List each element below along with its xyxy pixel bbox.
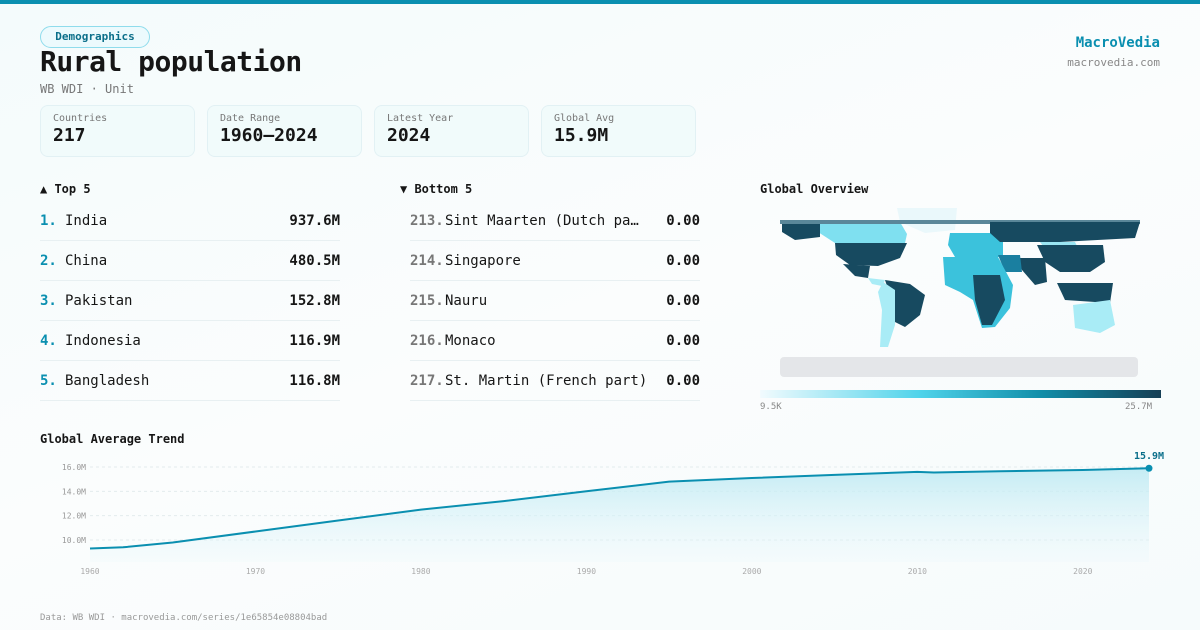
last-point-marker[interactable]: [1145, 464, 1153, 472]
rank: 4.: [40, 332, 57, 349]
x-tick-label: 1960: [80, 567, 99, 576]
stat-value: 1960–2024: [220, 125, 318, 146]
map-title: Global Overview: [760, 182, 869, 196]
stat-label: Countries: [53, 113, 108, 124]
map-alaska[interactable]: [782, 222, 820, 240]
map-australia[interactable]: [1073, 300, 1115, 333]
bottom5-row[interactable]: 213. Sint Maarten (Dutch pa… 0.00: [410, 201, 700, 241]
country-name: Nauru: [445, 292, 488, 309]
rank: 214.: [410, 252, 444, 269]
top5-heading: ▲ Top 5: [40, 182, 91, 196]
map-europe[interactable]: [948, 233, 1003, 257]
y-tick-label: 12.0M: [62, 512, 86, 521]
rank: 3.: [40, 292, 57, 309]
stat-label: Date Range: [220, 113, 281, 124]
x-tick-label: 1990: [577, 567, 596, 576]
scale-max-label: 25.7M: [1125, 402, 1153, 412]
map-china[interactable]: [1037, 245, 1105, 272]
country-value: 0.00: [666, 332, 700, 349]
stat-value: 15.9M: [554, 125, 609, 146]
stat-card-latest-year: Latest Year 2024: [374, 105, 529, 157]
rank: 5.: [40, 372, 57, 389]
rank: 216.: [410, 332, 444, 349]
map-mexico[interactable]: [843, 264, 870, 278]
country-value: 0.00: [666, 372, 700, 389]
bottom5-row[interactable]: 215. Nauru 0.00: [410, 281, 700, 321]
page-title: Rural population: [40, 45, 302, 78]
x-tick-label: 2010: [908, 567, 927, 576]
country-name: India: [65, 212, 108, 229]
scale-min-label: 9.5K: [760, 402, 782, 412]
page-subtitle: WB WDI · Unit: [40, 82, 134, 96]
country-value: 0.00: [666, 252, 700, 269]
stat-card-date-range: Date Range 1960–2024: [207, 105, 362, 157]
country-name: China: [65, 252, 108, 269]
top-accent-bar: [0, 0, 1200, 4]
world-map: [780, 208, 1140, 377]
rank: 2.: [40, 252, 57, 269]
bottom5-heading: ▼ Bottom 5: [400, 182, 473, 196]
map-middle-east[interactable]: [998, 255, 1022, 272]
stat-card-global-avg: Global Avg 15.9M: [541, 105, 696, 157]
stat-value: 2024: [387, 125, 431, 146]
bottom5-row[interactable]: 214. Singapore 0.00: [410, 241, 700, 281]
trend-area: [90, 468, 1149, 562]
map-andes[interactable]: [878, 282, 895, 347]
country-value: 116.9M: [289, 332, 340, 349]
trend-line: [89, 467, 1150, 550]
top5-row[interactable]: 1. India 937.6M: [40, 201, 340, 241]
country-name: St. Martin (French part): [445, 372, 648, 389]
y-tick-label: 14.0M: [62, 487, 86, 496]
country-name: Sint Maarten (Dutch pa…: [445, 212, 639, 229]
country-value: 0.00: [666, 292, 700, 309]
stat-label: Latest Year: [387, 113, 454, 124]
rank: 215.: [410, 292, 444, 309]
country-value: 937.6M: [289, 212, 340, 229]
top5-row[interactable]: 5. Bangladesh 116.8M: [40, 361, 340, 401]
country-name: Pakistan: [65, 292, 133, 309]
country-name: Bangladesh: [65, 372, 150, 389]
chart-title: Global Average Trend: [40, 432, 185, 446]
stat-label: Global Avg: [554, 113, 615, 124]
map-central-america[interactable]: [868, 278, 885, 286]
country-value: 480.5M: [289, 252, 340, 269]
country-name: Monaco: [445, 332, 496, 349]
map-india[interactable]: [1015, 258, 1047, 285]
x-tick-label: 1980: [411, 567, 430, 576]
footer-source: Data: WB WDI · macrovedia.com/series/1e6…: [40, 613, 328, 623]
rank: 1.: [40, 212, 57, 229]
stat-value: 217: [53, 125, 86, 146]
map-southeast-asia[interactable]: [1057, 283, 1113, 303]
map-east-africa[interactable]: [973, 275, 1005, 325]
top5-row[interactable]: 2. China 480.5M: [40, 241, 340, 281]
rank: 217.: [410, 372, 444, 389]
country-name: Indonesia: [65, 332, 141, 349]
map-canada[interactable]: [818, 222, 907, 243]
map-antarctica[interactable]: [780, 357, 1138, 377]
category-badge[interactable]: Demographics: [40, 26, 150, 48]
map-russia[interactable]: [990, 222, 1140, 242]
y-tick-label: 16.0M: [62, 463, 86, 472]
map-usa[interactable]: [835, 243, 907, 266]
top5-row[interactable]: 3. Pakistan 152.8M: [40, 281, 340, 321]
brand-logo[interactable]: MacroVedia: [1075, 35, 1160, 51]
country-value: 152.8M: [289, 292, 340, 309]
top5-row[interactable]: 4. Indonesia 116.9M: [40, 321, 340, 361]
x-tick-label: 2000: [742, 567, 761, 576]
country-name: Singapore: [445, 252, 521, 269]
bottom5-row[interactable]: 216. Monaco 0.00: [410, 321, 700, 361]
last-value-label: 15.9M: [1134, 451, 1164, 462]
trend-chart: 10.0M 12.0M 14.0M 16.0M 1960 1970 1980 1990 2000…: [62, 451, 1164, 576]
country-value: 116.8M: [289, 372, 340, 389]
x-tick-label: 1970: [246, 567, 265, 576]
y-tick-label: 10.0M: [62, 536, 86, 545]
map-color-scale: [760, 390, 1161, 398]
rank: 213.: [410, 212, 444, 229]
brand-url[interactable]: macrovedia.com: [1067, 56, 1160, 69]
stat-card-countries: Countries 217: [40, 105, 195, 157]
country-value: 0.00: [666, 212, 700, 229]
x-tick-label: 2020: [1073, 567, 1092, 576]
bottom5-row[interactable]: 217. St. Martin (French part) 0.00: [410, 361, 700, 401]
